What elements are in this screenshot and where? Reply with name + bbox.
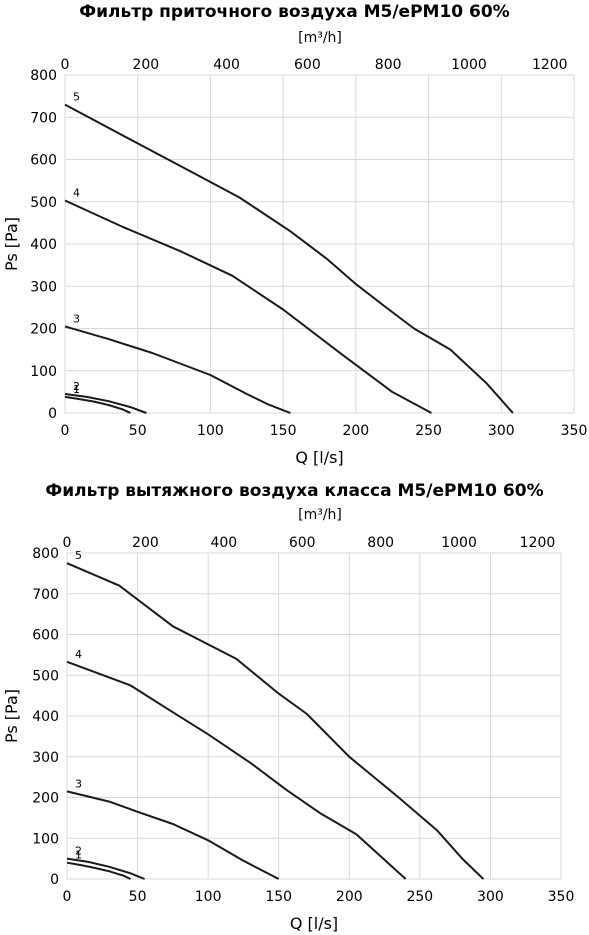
x2-tick-label: 200 [132,57,159,73]
y-tick-label: 800 [30,68,57,84]
series-line-2 [66,857,145,880]
series-line-4 [66,660,407,880]
x-axis-title: Q [l/s] [295,448,343,467]
series-line-5 [64,103,514,414]
y-tick-label: 0 [50,872,59,888]
x2-tick-label: 800 [367,535,394,551]
chart-supply: 0 50 100 150 200 250 300 3500100200300400500600… [2,57,588,467]
series-line-2 [64,393,147,414]
x2-tick-label: 0 [63,535,72,551]
y-tick-label: 200 [32,791,59,807]
top-axis-label: [m³/h] [298,30,342,46]
x-tick-label: 0 [63,889,72,905]
x2-tick-label: 600 [294,57,321,73]
y-tick-label: 500 [30,195,57,211]
series-label-2: 2 [73,380,80,393]
y-tick-label: 300 [30,279,57,295]
x2-tick-label: 1200 [532,57,568,73]
x-axis-title: Q [l/s] [290,914,338,933]
series-line-3 [64,325,291,414]
series-line-3 [66,790,280,880]
y-tick-label: 300 [32,750,59,766]
chart-panel-exhaust: Фильтр вытяжного воздуха класса M5/ePM10… [0,470,589,935]
x-tick-label: 250 [415,423,442,439]
x-tick-label: 300 [488,423,515,439]
y-tick-label: 500 [32,668,59,684]
series-label-5: 5 [73,91,80,104]
x-tick-label: 350 [548,889,575,905]
x-tick-label: 0 [61,423,70,439]
series-label-1: 1 [73,383,80,396]
x2-tick-label: 1200 [520,535,556,551]
x-tick-label: 150 [270,423,297,439]
x2-tick-label: 800 [375,57,402,73]
x2-tick-label: 0 [61,57,70,73]
y-tick-label: 400 [30,237,57,253]
series-label-3: 3 [75,777,82,790]
x-tick-label: 200 [336,889,363,905]
series-line-5 [66,562,485,880]
y-tick-label: 600 [32,628,59,644]
series-label-4: 4 [75,648,82,661]
y-tick-label: 100 [30,364,57,380]
y-tick-label: 400 [32,709,59,725]
x-tick-label: 100 [197,423,224,439]
y-tick-label: 600 [30,153,57,169]
chart-exhaust: 0 50 100 150 200 250 300 3500100200300400500600… [2,535,575,933]
x-tick-label: 50 [129,423,147,439]
x-tick-label: 200 [342,423,369,439]
series-line-4 [64,199,432,414]
y-tick-label: 700 [32,587,59,603]
x2-tick-label: 1000 [441,535,477,551]
x2-tick-label: 400 [210,535,237,551]
x2-tick-label: 200 [132,535,159,551]
x-tick-label: 50 [129,889,147,905]
x-tick-label: 250 [406,889,433,905]
x-tick-label: 300 [477,889,504,905]
y-tick-label: 0 [48,406,57,422]
x2-tick-label: 1000 [451,57,487,73]
series-label-3: 3 [73,312,80,325]
top-axis-label: [m³/h] [298,507,342,523]
x-tick-label: 150 [265,889,292,905]
x2-tick-label: 400 [213,57,240,73]
series-label-5: 5 [75,549,82,562]
chart-title: Фильтр приточного воздуха M5/ePM10 60% [79,2,510,22]
series-line-1 [64,395,131,414]
y-axis-title: Ps [Pa] [2,217,21,271]
x-tick-label: 350 [561,423,588,439]
series-label-1: 1 [75,849,82,862]
chart-panel-supply: Фильтр приточного воздуха M5/ePM10 60% [… [2,2,588,467]
series-label-4: 4 [73,186,80,199]
y-axis-title: Ps [Pa] [2,689,21,743]
y-tick-label: 200 [30,322,57,338]
series-line-1 [66,861,131,880]
x-tick-label: 100 [195,889,222,905]
series-label-2: 2 [75,845,82,858]
chart-title: Фильтр вытяжного воздуха класса M5/ePM10… [45,481,544,501]
y-tick-label: 800 [32,546,59,562]
x2-tick-label: 600 [289,535,316,551]
y-tick-label: 100 [32,831,59,847]
y-tick-label: 700 [30,110,57,126]
